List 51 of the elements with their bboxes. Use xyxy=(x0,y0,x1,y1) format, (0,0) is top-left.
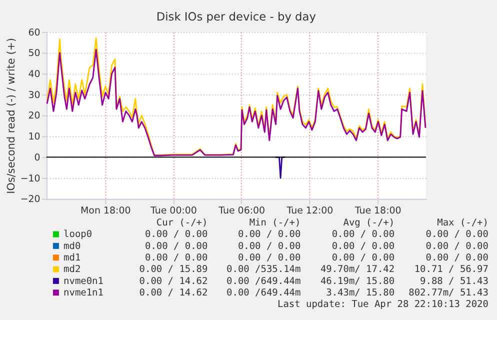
text: 0.00 / 0.00 xyxy=(144,240,208,252)
x-tick-label: Tue 12:00 xyxy=(286,206,334,217)
y-tick-label: 0 xyxy=(34,152,40,164)
y-tick-label: 20 xyxy=(28,110,40,122)
text: Last update: Tue Apr 28 22:10:13 2020 xyxy=(278,299,489,310)
text: 0.00 / 0.00 xyxy=(238,252,301,264)
text: 0.00 / 0.00 xyxy=(332,252,395,264)
legend-label: md0 xyxy=(64,240,81,252)
text: 0.00 /535.14m xyxy=(226,264,301,276)
x-tick-label: Tue 18:00 xyxy=(354,206,402,217)
y-tick-label: 40 xyxy=(28,69,40,80)
text: 0.00 /649.44m xyxy=(226,276,301,287)
legend-label: loop0 xyxy=(64,229,92,240)
y-tick-label: −20 xyxy=(20,194,40,206)
text: 0.00 / 0.00 xyxy=(144,229,208,240)
text: 9.88 / 51.43 xyxy=(420,276,488,287)
y-axis-title: IOs/second read (-) / write (+) xyxy=(6,38,18,194)
chart-title: Disk IOs per device - by day xyxy=(156,10,316,24)
text: 0.00 / 0.00 xyxy=(332,240,395,252)
y-tick-label: 50 xyxy=(28,48,40,60)
text: 46.19m/ 15.80 xyxy=(320,276,395,287)
y-tick-label: 60 xyxy=(28,27,40,38)
text: 0.00 / 14.62 xyxy=(139,287,208,298)
x-tick-label: Mon 18:00 xyxy=(80,206,131,217)
text: Max (-/+) xyxy=(437,217,488,228)
text: Cur (-/+) xyxy=(156,217,208,228)
text: 802.77m/ 51.43 xyxy=(408,287,488,298)
text: 0.00 / 0.00 xyxy=(144,252,208,264)
text: 10.71 / 56.97 xyxy=(414,264,488,276)
text: Avg (-/+) xyxy=(343,217,395,228)
text: 0.00 / 0.00 xyxy=(332,229,395,240)
y-tick-label: 30 xyxy=(28,90,40,101)
y-tick-label: −10 xyxy=(20,173,40,184)
text: 3.43m/ 15.80 xyxy=(326,287,395,298)
text: 0.00 / 14.62 xyxy=(139,276,208,287)
text: 0.00 / 0.00 xyxy=(426,240,489,252)
text: 0.00 / 0.00 xyxy=(426,229,489,240)
legend-label: nvme0n1 xyxy=(64,276,104,287)
y-tick-label: 10 xyxy=(28,132,40,143)
text: Min (-/+) xyxy=(249,217,301,228)
x-tick-label: Tue 00:00 xyxy=(149,206,197,217)
text: 49.70m/ 17.42 xyxy=(320,264,395,276)
text: 0.00 / 15.89 xyxy=(139,264,208,276)
text: 0.00 / 0.00 xyxy=(426,252,489,264)
text: 0.00 / 0.00 xyxy=(238,229,301,240)
legend-label: md2 xyxy=(64,264,81,276)
text: 0.00 /649.44m xyxy=(226,287,301,298)
legend-label: nvme1n1 xyxy=(64,287,104,298)
legend-label: md1 xyxy=(64,252,81,264)
text: 0.00 / 0.00 xyxy=(238,240,301,252)
x-tick-label: Tue 06:00 xyxy=(218,206,266,217)
